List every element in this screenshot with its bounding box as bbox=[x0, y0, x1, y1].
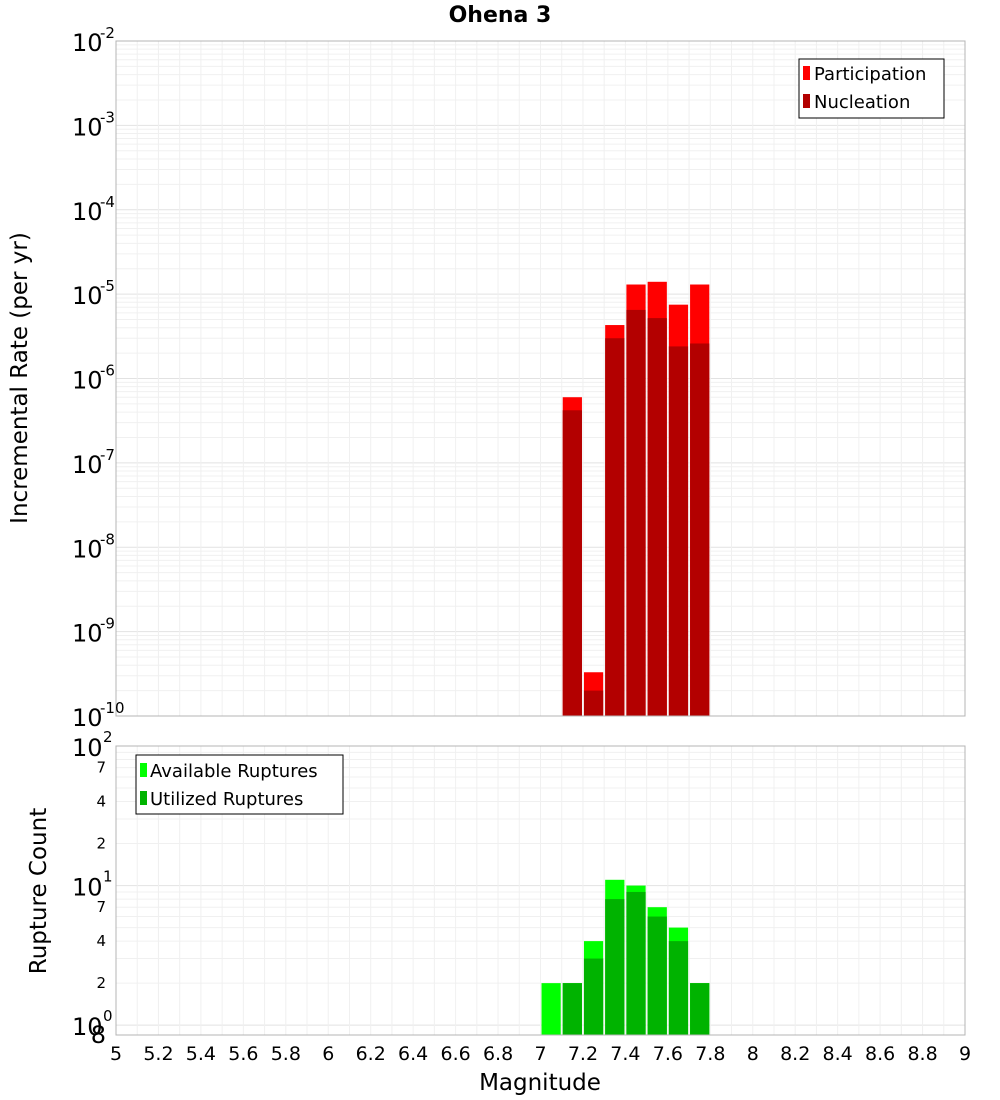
x-ticks: 5 5.2 5.4 5.6 5.8 6 6.2 6.4 6.6 6.8 7 7.2 7.4 7.6 7.8 8… bbox=[110, 1043, 971, 1065]
bottom-legend-box bbox=[135, 754, 344, 815]
x-tick-label: 8 bbox=[747, 1043, 759, 1065]
x-tick-label: 7.4 bbox=[610, 1043, 640, 1065]
legend-label-available: Available Ruptures bbox=[150, 761, 318, 782]
x-tick-label: 7.2 bbox=[568, 1043, 598, 1065]
y-tick-label: 10 bbox=[72, 451, 103, 479]
bar-nucleation bbox=[690, 343, 710, 716]
top-bars bbox=[562, 281, 710, 716]
x-tick-label: 5.2 bbox=[143, 1043, 173, 1065]
legend-swatch-nucleation bbox=[803, 94, 810, 108]
y-tick-label: 10 bbox=[72, 620, 103, 648]
x-tick-label: 6.2 bbox=[356, 1043, 386, 1065]
x-tick-label: 8.6 bbox=[865, 1043, 895, 1065]
x-tick-label: 5 bbox=[110, 1043, 122, 1065]
y-tick-label: 10 bbox=[72, 198, 103, 226]
bar-utilized bbox=[583, 958, 604, 1035]
top-plot-border bbox=[115, 40, 966, 717]
x-tick-label: 8.8 bbox=[907, 1043, 937, 1065]
y-tick-label: 10 bbox=[72, 1013, 103, 1041]
x-tick-label: 6 bbox=[322, 1043, 334, 1065]
y-tick-exponent: -2 bbox=[100, 24, 115, 42]
x-tick-label: 5.4 bbox=[186, 1043, 216, 1065]
y-tick-exponent: 2 bbox=[103, 728, 113, 746]
y-tick-exponent: -5 bbox=[100, 277, 115, 295]
bar-utilized bbox=[647, 916, 667, 1035]
y-tick-label: 10 bbox=[72, 535, 103, 563]
y-tick-minor-label: 8 bbox=[91, 1021, 106, 1049]
x-tick-label: 5.8 bbox=[271, 1043, 301, 1065]
y-tick-minor-label: 4 bbox=[96, 793, 106, 811]
top-legend-box bbox=[798, 58, 945, 119]
bottom-legend: Available Ruptures Utilized Ruptures bbox=[135, 754, 344, 815]
legend-label-nucleation: Nucleation bbox=[814, 92, 910, 113]
top-panel: 10-210-310-410-510-610-710-810-910-10 Oh… bbox=[7, 3, 966, 732]
x-tick-label: 6.8 bbox=[483, 1043, 513, 1065]
y-tick-exponent: -10 bbox=[100, 699, 125, 717]
legend-label-participation: Participation bbox=[814, 64, 926, 85]
y-tick-label: 10 bbox=[72, 367, 103, 395]
bar-utilized bbox=[626, 891, 646, 1035]
bar-nucleation bbox=[583, 690, 604, 716]
bar-nucleation bbox=[647, 318, 667, 716]
bar-utilized bbox=[668, 941, 689, 1035]
bar-utilized bbox=[690, 983, 710, 1035]
top-y-axis-label: Incremental Rate (per yr) bbox=[7, 232, 33, 524]
bar-utilized bbox=[562, 983, 582, 1035]
bar-nucleation bbox=[668, 346, 689, 716]
legend-swatch-available bbox=[140, 763, 147, 777]
x-tick-label: 9 bbox=[959, 1043, 971, 1065]
y-tick-label: 10 bbox=[72, 734, 103, 762]
chart-title: Ohena 3 bbox=[449, 3, 552, 28]
y-tick-label: 10 bbox=[72, 29, 103, 57]
x-tick-label: 8.2 bbox=[780, 1043, 810, 1065]
x-tick-label: 6.4 bbox=[398, 1043, 428, 1065]
bottom-grid bbox=[115, 746, 966, 1035]
y-tick-exponent: -3 bbox=[100, 108, 115, 126]
y-tick-minor-label: 2 bbox=[96, 835, 106, 853]
y-tick-label: 10 bbox=[72, 282, 103, 310]
y-tick-minor-label: 7 bbox=[96, 759, 106, 777]
y-tick-exponent: -7 bbox=[100, 446, 115, 464]
y-tick-exponent: -9 bbox=[100, 615, 115, 633]
x-tick-label: 8.4 bbox=[823, 1043, 853, 1065]
y-tick-exponent: 0 bbox=[103, 1007, 113, 1025]
bottom-y-axis-label: Rupture Count bbox=[26, 808, 52, 974]
bar-nucleation bbox=[626, 309, 646, 716]
y-tick-label: 10 bbox=[72, 113, 103, 141]
y-tick-label: 10 bbox=[72, 704, 103, 732]
bar-nucleation bbox=[562, 410, 582, 716]
x-tick-label: 7 bbox=[534, 1043, 546, 1065]
legend-label-utilized: Utilized Ruptures bbox=[150, 789, 303, 810]
top-legend: Participation Nucleation bbox=[798, 58, 945, 119]
y-tick-minor-label: 2 bbox=[96, 974, 106, 992]
x-tick-label: 6.6 bbox=[440, 1043, 470, 1065]
x-tick-label: 5.6 bbox=[228, 1043, 258, 1065]
top-grid bbox=[115, 41, 966, 717]
y-tick-exponent: -6 bbox=[100, 362, 115, 380]
x-tick-label: 7.8 bbox=[695, 1043, 725, 1065]
y-tick-exponent: -4 bbox=[100, 193, 115, 211]
legend-swatch-participation bbox=[803, 66, 810, 80]
y-tick-exponent: -8 bbox=[100, 530, 115, 548]
bottom-bars bbox=[541, 879, 710, 1035]
y-tick-exponent: 1 bbox=[103, 868, 113, 886]
y-tick-label: 10 bbox=[72, 874, 103, 902]
legend-swatch-utilized bbox=[140, 791, 147, 805]
top-y-ticks: 10-210-310-410-510-610-710-810-910-10 bbox=[72, 24, 125, 732]
bar-available bbox=[541, 983, 561, 1035]
x-axis-label: Magnitude bbox=[479, 1070, 601, 1096]
bar-utilized bbox=[605, 899, 625, 1035]
y-tick-minor-label: 7 bbox=[96, 898, 106, 916]
x-tick-label: 7.6 bbox=[653, 1043, 683, 1065]
bottom-plot-border bbox=[115, 745, 966, 1036]
bar-nucleation bbox=[605, 338, 625, 716]
y-tick-minor-label: 4 bbox=[96, 932, 106, 950]
